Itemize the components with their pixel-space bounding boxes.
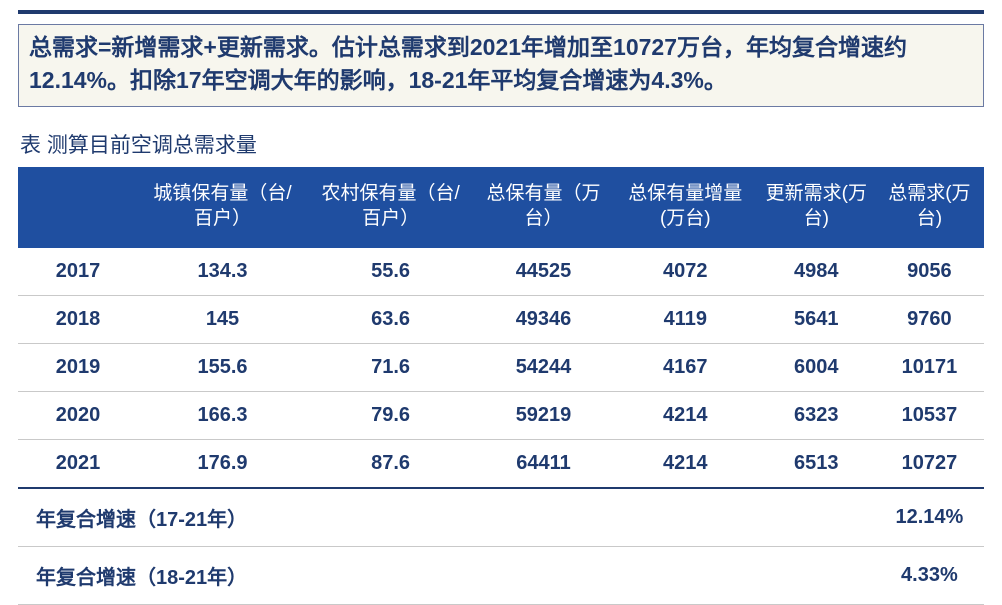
table-cell: 10171	[875, 343, 984, 391]
table-cell: 64411	[474, 439, 613, 488]
table-cell: 6004	[758, 343, 875, 391]
table-cell: 59219	[474, 391, 613, 439]
table-cell: 44525	[474, 248, 613, 296]
top-rule	[18, 10, 984, 14]
table-row: 2017134.355.644525407249849056	[18, 248, 984, 296]
table-cell: 6513	[758, 439, 875, 488]
table-row: 2019155.671.6542444167600410171	[18, 343, 984, 391]
summary-label: 年复合增速（17-21年）	[18, 488, 875, 547]
table-row: 2020166.379.6592194214632310537	[18, 391, 984, 439]
table-cell: 2018	[18, 295, 138, 343]
col-incr: 总保有量增量(万台)	[613, 167, 758, 248]
table-body: 2017134.355.644525407249849056201814563.…	[18, 248, 984, 605]
table-cell: 5641	[758, 295, 875, 343]
table-cell: 2020	[18, 391, 138, 439]
table-cell: 87.6	[307, 439, 474, 488]
table-cell: 2021	[18, 439, 138, 488]
summary-box: 总需求=新增需求+更新需求。估计总需求到2021年增加至10727万台，年均复合…	[18, 24, 984, 107]
summary-text: 总需求=新增需求+更新需求。估计总需求到2021年增加至10727万台，年均复合…	[29, 34, 907, 93]
table-cell: 4167	[613, 343, 758, 391]
table-cell: 63.6	[307, 295, 474, 343]
table-cell: 79.6	[307, 391, 474, 439]
table-header: 城镇保有量（台/百户） 农村保有量（台/百户） 总保有量（万台） 总保有量增量(…	[18, 167, 984, 248]
col-urban: 城镇保有量（台/百户）	[138, 167, 307, 248]
summary-row: 年复合增速（17-21年）12.14%	[18, 488, 984, 547]
table-caption: 表 测算目前空调总需求量	[18, 129, 984, 159]
summary-value: 4.33%	[875, 546, 984, 604]
table-cell: 134.3	[138, 248, 307, 296]
col-total-own: 总保有量（万台）	[474, 167, 613, 248]
table-cell: 4119	[613, 295, 758, 343]
table-cell: 166.3	[138, 391, 307, 439]
demand-table: 城镇保有量（台/百户） 农村保有量（台/百户） 总保有量（万台） 总保有量增量(…	[18, 167, 984, 605]
table-cell: 49346	[474, 295, 613, 343]
table-cell: 4214	[613, 391, 758, 439]
table-row: 201814563.649346411956419760	[18, 295, 984, 343]
summary-row: 年复合增速（18-21年）4.33%	[18, 546, 984, 604]
table-cell: 2017	[18, 248, 138, 296]
table-cell: 4214	[613, 439, 758, 488]
table-cell: 55.6	[307, 248, 474, 296]
col-replace: 更新需求(万台)	[758, 167, 875, 248]
col-rural: 农村保有量（台/百户）	[307, 167, 474, 248]
summary-label: 年复合增速（18-21年）	[18, 546, 875, 604]
col-year	[18, 167, 138, 248]
table-cell: 2019	[18, 343, 138, 391]
col-total-demand: 总需求(万台)	[875, 167, 984, 248]
table-cell: 10537	[875, 391, 984, 439]
table-cell: 9760	[875, 295, 984, 343]
table-cell: 155.6	[138, 343, 307, 391]
table-cell: 4984	[758, 248, 875, 296]
table-cell: 4072	[613, 248, 758, 296]
table-cell: 176.9	[138, 439, 307, 488]
table-cell: 71.6	[307, 343, 474, 391]
table-cell: 6323	[758, 391, 875, 439]
table-row: 2021176.987.6644114214651310727	[18, 439, 984, 488]
table-cell: 145	[138, 295, 307, 343]
table-cell: 10727	[875, 439, 984, 488]
summary-value: 12.14%	[875, 488, 984, 547]
table-cell: 9056	[875, 248, 984, 296]
table-cell: 54244	[474, 343, 613, 391]
